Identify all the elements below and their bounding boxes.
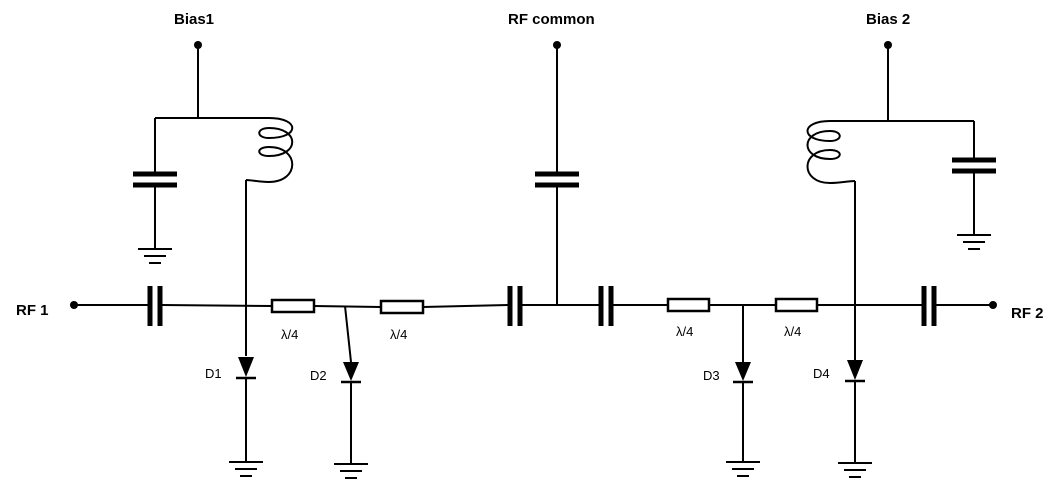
rf2-label: RF 2 xyxy=(1011,305,1044,322)
bias2-inductor-coil xyxy=(808,121,856,183)
bias1-label: Bias1 xyxy=(174,11,214,28)
rf-common-network xyxy=(535,45,579,305)
d2-label: D2 xyxy=(310,368,327,383)
tl3-label: λ/4 xyxy=(676,324,693,339)
bias1-network xyxy=(133,45,292,356)
d1-ground-icon xyxy=(229,462,263,476)
d1-label: D1 xyxy=(205,366,222,381)
tl1-label: λ/4 xyxy=(281,327,298,342)
diode-d4-icon xyxy=(847,360,863,380)
quarter-wave-line-1 xyxy=(272,300,314,312)
diode-d2 xyxy=(334,306,368,478)
d3-label: D3 xyxy=(703,368,720,383)
diode-d1 xyxy=(229,357,263,476)
diode-d2-icon xyxy=(343,362,359,381)
tl4-label: λ/4 xyxy=(784,324,801,339)
diode-d3-icon xyxy=(735,362,751,381)
diode-d4 xyxy=(838,360,872,477)
rf-common-label: RF common xyxy=(508,11,595,28)
diode-d1-icon xyxy=(238,357,254,377)
tl2-label: λ/4 xyxy=(390,327,407,342)
quarter-wave-line-4 xyxy=(776,299,817,311)
quarter-wave-line-3 xyxy=(668,299,709,311)
bias2-label: Bias 2 xyxy=(866,11,910,28)
d4-ground-icon xyxy=(838,463,872,477)
d3-ground-icon xyxy=(726,462,760,476)
quarter-wave-line-2 xyxy=(381,301,423,313)
d4-label: D4 xyxy=(813,366,830,381)
bias2-ground-icon xyxy=(957,235,991,249)
d2-ground-icon xyxy=(334,464,368,478)
bias1-ground-icon xyxy=(138,249,172,263)
bias1-inductor-coil xyxy=(246,118,292,182)
bias2-network xyxy=(808,45,997,360)
diode-d3 xyxy=(726,305,760,476)
rf1-label: RF 1 xyxy=(16,302,49,319)
